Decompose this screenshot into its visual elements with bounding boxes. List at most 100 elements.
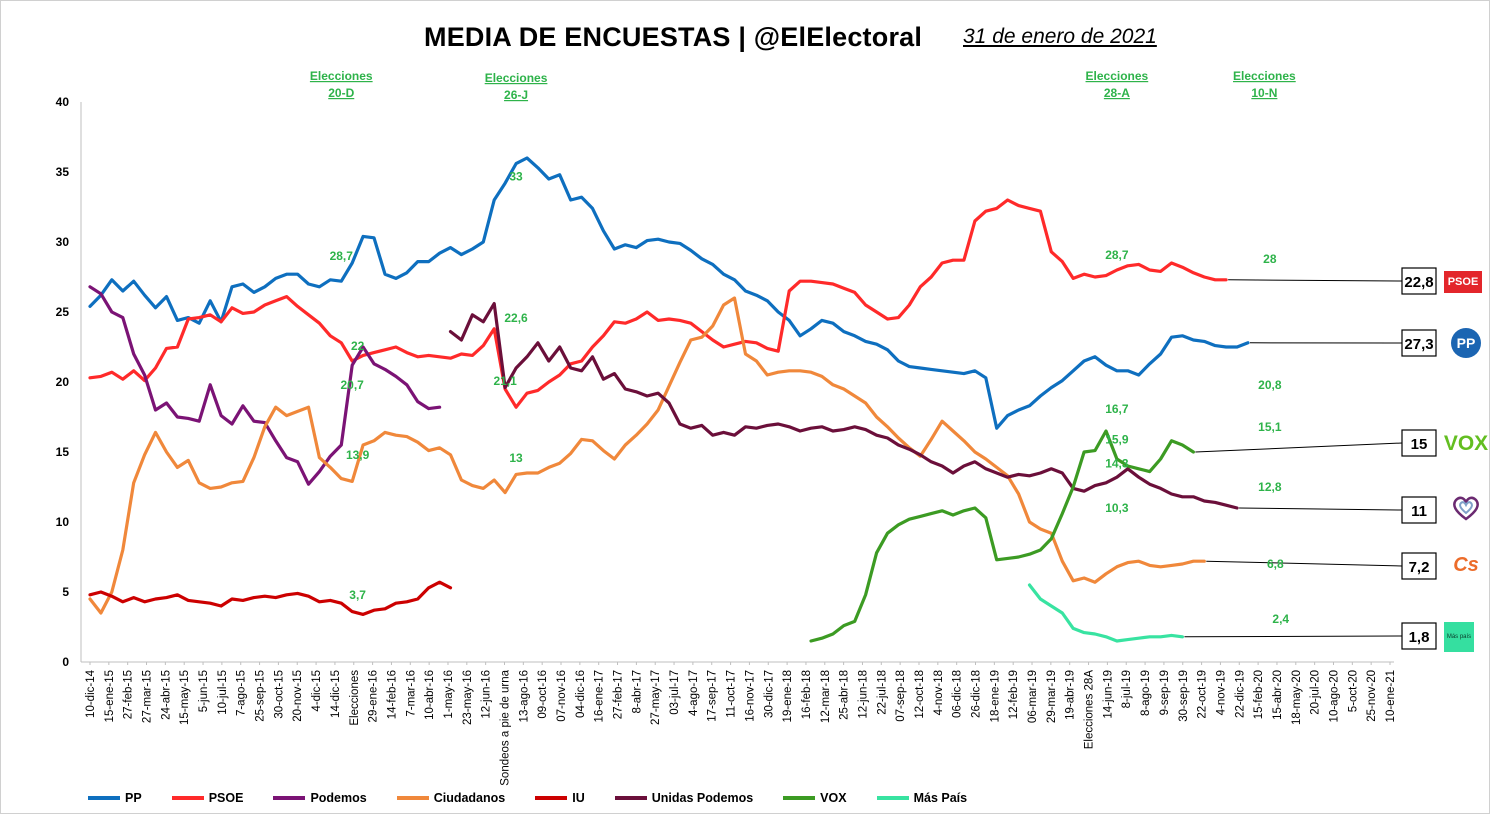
legend-item: PSOE [171, 791, 244, 805]
pp-logo-icon: PP [1448, 328, 1484, 358]
x-tick-label: 25-nov-20 [1366, 670, 1378, 722]
legend-swatch [614, 796, 647, 800]
legend-label: IU [572, 791, 585, 805]
x-tick-label: 22-jul-18 [876, 670, 888, 715]
end-value-label: 11 [1411, 503, 1427, 520]
legend-item: Ciudadanos [396, 791, 505, 805]
x-tick-label: 14-jun-19 [1102, 670, 1114, 719]
x-tick-label: 16-nov-17 [744, 670, 756, 722]
series-line-iu [88, 580, 453, 617]
x-tick-label: 14-dic-15 [330, 670, 342, 718]
x-tick-label: 03-jul-17 [669, 670, 681, 715]
end-label-connector [1228, 279, 1403, 282]
end-label-box [1401, 552, 1437, 580]
y-tick-label: 35 [56, 165, 70, 179]
x-tick-label: 22-dic-19 [1234, 670, 1246, 718]
x-tick-label: 8-jul-19 [1121, 670, 1133, 708]
chart-title: MEDIA DE ENCUESTAS | @ElElectoral [424, 22, 923, 52]
data-annotation: 20,7 [341, 378, 365, 392]
x-tick-label: 5-jun-15 [198, 670, 210, 712]
election-label: 26-J [504, 88, 528, 102]
x-tick-label: 8-ago-19 [1140, 670, 1152, 716]
x-tick-label: 4-nov-19 [1215, 670, 1227, 715]
end-label-connector [1195, 442, 1403, 453]
legend-label: PSOE [208, 791, 244, 805]
y-tick-label: 20 [56, 375, 70, 389]
data-annotation: 13 [509, 451, 523, 465]
x-tick-label: 24-abr-15 [160, 670, 172, 720]
end-label-box [1401, 429, 1437, 457]
data-annotation: 14,3 [1105, 456, 1129, 470]
x-tick-label: 25-abr-18 [839, 670, 851, 720]
x-tick-label: 29-ene-16 [368, 670, 380, 722]
x-tick-label: 4-dic-15 [311, 670, 323, 712]
data-annotation: 13,9 [346, 448, 370, 462]
x-tick-label: 26-dic-18 [971, 670, 983, 718]
legend-swatch [783, 796, 816, 800]
legend-swatch [876, 796, 909, 800]
election-label: Elecciones [1233, 69, 1296, 83]
podemos-heart-icon [1448, 494, 1484, 522]
x-tick-label: 8-abr-17 [631, 670, 643, 713]
x-tick-label: 12-jun-18 [857, 670, 869, 719]
x-tick-label: 18-may-20 [1291, 670, 1303, 725]
x-tick-label: 9-sep-19 [1159, 670, 1171, 715]
x-tick-label: 16-ene-17 [594, 670, 606, 722]
x-tick-label: 12-oct-18 [914, 670, 926, 719]
x-tick-label: 15-feb-20 [1253, 670, 1265, 719]
x-tick-label: 4-nov-18 [933, 670, 945, 715]
legend-item: VOX [783, 791, 847, 805]
x-tick-label: 5-oct-20 [1347, 670, 1359, 712]
end-value-label: 1,8 [1409, 629, 1430, 646]
x-tick-label: 15-may-15 [179, 670, 191, 725]
election-label: 28-A [1104, 86, 1130, 100]
x-tick-label: 25-sep-15 [255, 670, 267, 722]
data-annotation: 22,6 [504, 311, 528, 325]
vox-logo-text: VOX [1443, 432, 1489, 455]
x-tick-label: 10-dic-14 [85, 669, 97, 718]
data-annotation: 3,7 [349, 588, 366, 602]
data-annotation: 15,1 [1258, 420, 1282, 434]
data-annotation: 21,1 [493, 374, 517, 388]
data-annotation: 16,7 [1105, 402, 1129, 416]
series-line-vox [809, 429, 1196, 643]
x-tick-label: 12-feb-19 [1008, 670, 1020, 719]
end-value-label: 7,2 [1409, 559, 1430, 576]
y-tick-label: 5 [62, 585, 69, 599]
x-tick-label: 27-feb-15 [123, 670, 135, 719]
legend-swatch [171, 796, 204, 800]
legend-label: Más País [913, 791, 968, 805]
x-tick-label: 07-sep-18 [895, 670, 907, 722]
psoe-logo-icon: PSOE [1443, 268, 1483, 296]
x-tick-label: 18-ene-19 [989, 670, 1001, 722]
legend-swatch [88, 796, 120, 800]
end-label-box [1401, 496, 1437, 524]
vox-logo-icon: VOX [1444, 430, 1488, 458]
election-label: Elecciones [310, 69, 373, 83]
x-tick-label: 17-sep-17 [707, 670, 719, 722]
data-annotation: 12,8 [1258, 480, 1282, 494]
x-tick-label: 27-feb-17 [613, 670, 625, 719]
legend-swatch [273, 796, 306, 800]
legend-swatch [535, 796, 568, 800]
legend-label: VOX [820, 791, 847, 805]
x-tick-label: 19-abr-19 [1065, 670, 1077, 720]
chart-legend: PP PSOE Podemos Ciudadanos IU Unidas Podemos V… [88, 791, 997, 805]
mas-pais-logo-text: Más país [1446, 633, 1472, 640]
series-line-podemos [88, 285, 442, 486]
x-tick-label: 30-sep-19 [1178, 670, 1190, 722]
x-tick-label: 20-nov-15 [292, 670, 304, 722]
x-tick-label: 4-ago-17 [688, 670, 700, 716]
data-annotation: 6,8 [1267, 557, 1284, 571]
legend-item: Más País [876, 791, 968, 805]
end-value-label: 27,3 [1404, 336, 1433, 353]
y-tick-label: 30 [56, 235, 70, 249]
x-tick-label: 27-may-17 [650, 670, 662, 725]
psoe-logo-text: PSOE [1443, 271, 1483, 293]
y-tick-label: 0 [62, 655, 69, 669]
legend-item: IU [535, 791, 585, 805]
x-tick-label: Elecciones [349, 670, 361, 726]
cs-logo-text: Cs [1453, 553, 1479, 576]
x-tick-label: 16-feb-18 [801, 670, 813, 719]
x-tick-label: 09-oct-16 [537, 670, 549, 719]
